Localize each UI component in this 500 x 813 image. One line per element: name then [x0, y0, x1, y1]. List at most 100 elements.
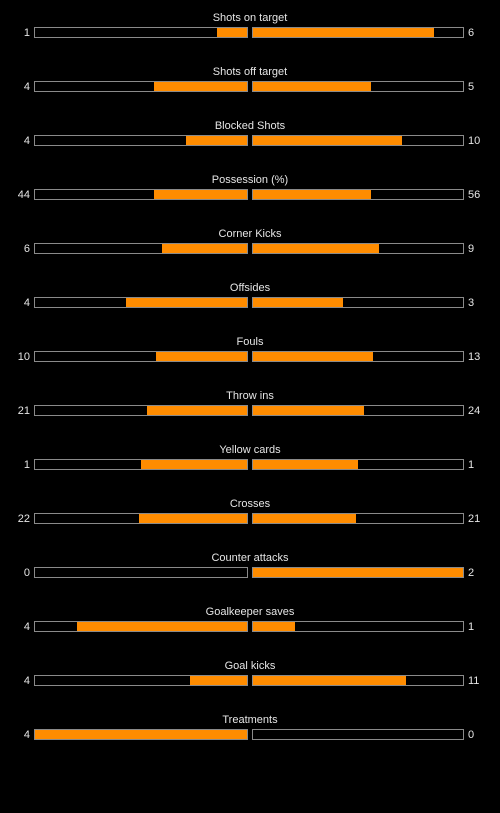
home-bar-fill [162, 244, 247, 253]
away-bar-fill [253, 82, 371, 91]
stat-row: Fouls 10 13 [0, 335, 500, 389]
stat-title: Shots off target [212, 66, 288, 78]
match-stats-list: Shots on target 1 6 Shots off target 4 5… [0, 12, 500, 767]
stat-title: Offsides [229, 282, 271, 294]
away-bar [252, 81, 464, 92]
stat-row: Offsides 4 3 [0, 281, 500, 335]
home-bar [34, 297, 248, 308]
stat-row: Goal kicks 4 11 [0, 659, 500, 713]
stat-title: Goal kicks [224, 660, 276, 672]
away-value: 6 [468, 27, 475, 39]
home-value: 4 [23, 297, 30, 309]
away-bar [252, 243, 464, 254]
home-bar-fill [185, 136, 247, 145]
away-value: 5 [468, 81, 475, 93]
away-bar-fill [253, 568, 463, 577]
away-bar [252, 405, 464, 416]
away-bar-fill [253, 460, 358, 469]
home-bar [34, 513, 248, 524]
home-value: 4 [23, 729, 30, 741]
stat-title: Yellow cards [219, 444, 281, 456]
away-value: 24 [468, 405, 481, 417]
home-bar [34, 405, 248, 416]
away-bar [252, 621, 464, 632]
away-bar-fill [253, 190, 371, 199]
home-bar-fill [138, 514, 247, 523]
home-bar-fill [217, 28, 247, 37]
home-bar-fill [35, 730, 247, 739]
home-bar-fill [189, 676, 247, 685]
stat-row: Crosses 22 21 [0, 497, 500, 551]
home-bar-fill [155, 352, 247, 361]
stat-title: Possession (%) [211, 174, 289, 186]
away-value: 2 [468, 567, 475, 579]
away-value: 0 [468, 729, 475, 741]
away-bar-fill [253, 622, 295, 631]
away-bar-fill [253, 514, 356, 523]
home-value: 4 [23, 621, 30, 633]
stat-title: Treatments [222, 714, 278, 726]
stat-row: Yellow cards 1 1 [0, 443, 500, 497]
home-value: 21 [17, 405, 30, 417]
stat-title: Shots on target [212, 12, 288, 24]
away-value: 3 [468, 297, 475, 309]
stat-title: Blocked Shots [214, 120, 286, 132]
stat-title: Crosses [229, 498, 271, 510]
away-value: 1 [468, 621, 475, 633]
home-value: 6 [23, 243, 30, 255]
stat-row: Treatments 4 0 [0, 713, 500, 767]
away-value: 11 [468, 675, 480, 687]
stat-row: Possession (%) 44 56 [0, 173, 500, 227]
stat-row: Shots off target 4 5 [0, 65, 500, 119]
home-value: 4 [23, 675, 30, 687]
away-bar [252, 729, 464, 740]
away-bar-fill [253, 352, 373, 361]
home-bar-fill [141, 460, 247, 469]
home-bar [34, 729, 248, 740]
away-bar [252, 27, 464, 38]
away-bar [252, 459, 464, 470]
away-bar [252, 135, 464, 146]
stat-row: Counter attacks 0 2 [0, 551, 500, 605]
away-bar-fill [253, 406, 365, 415]
stat-row: Blocked Shots 4 10 [0, 119, 500, 173]
stat-title: Counter attacks [211, 552, 289, 564]
away-value: 1 [468, 459, 475, 471]
away-bar [252, 297, 464, 308]
home-value: 22 [17, 513, 30, 525]
away-value: 9 [468, 243, 475, 255]
home-bar [34, 27, 248, 38]
stat-title: Goalkeeper saves [205, 606, 295, 618]
home-value: 1 [23, 27, 30, 39]
home-value: 0 [23, 567, 30, 579]
stat-row: Throw ins 21 24 [0, 389, 500, 443]
home-value: 4 [23, 81, 30, 93]
home-bar-fill [153, 190, 247, 199]
away-bar-fill [253, 676, 407, 685]
home-bar-fill [147, 406, 247, 415]
home-bar-fill [126, 298, 247, 307]
away-bar [252, 513, 464, 524]
away-bar [252, 189, 464, 200]
away-bar-fill [253, 136, 403, 145]
home-bar [34, 351, 248, 362]
away-value: 13 [468, 351, 481, 363]
away-bar-fill [253, 298, 344, 307]
stat-title: Throw ins [226, 390, 274, 402]
away-bar-fill [253, 244, 379, 253]
home-bar-fill [153, 82, 247, 91]
stat-row: Corner Kicks 6 9 [0, 227, 500, 281]
home-value: 1 [23, 459, 30, 471]
stat-title: Corner Kicks [218, 228, 282, 240]
stat-title: Fouls [236, 336, 264, 348]
home-bar [34, 675, 248, 686]
away-bar-fill [253, 28, 434, 37]
home-bar [34, 135, 248, 146]
home-bar [34, 459, 248, 470]
away-value: 10 [468, 135, 481, 147]
home-bar [34, 189, 248, 200]
home-value: 44 [17, 189, 30, 201]
home-bar [34, 621, 248, 632]
home-bar [34, 243, 248, 254]
home-value: 10 [17, 351, 30, 363]
